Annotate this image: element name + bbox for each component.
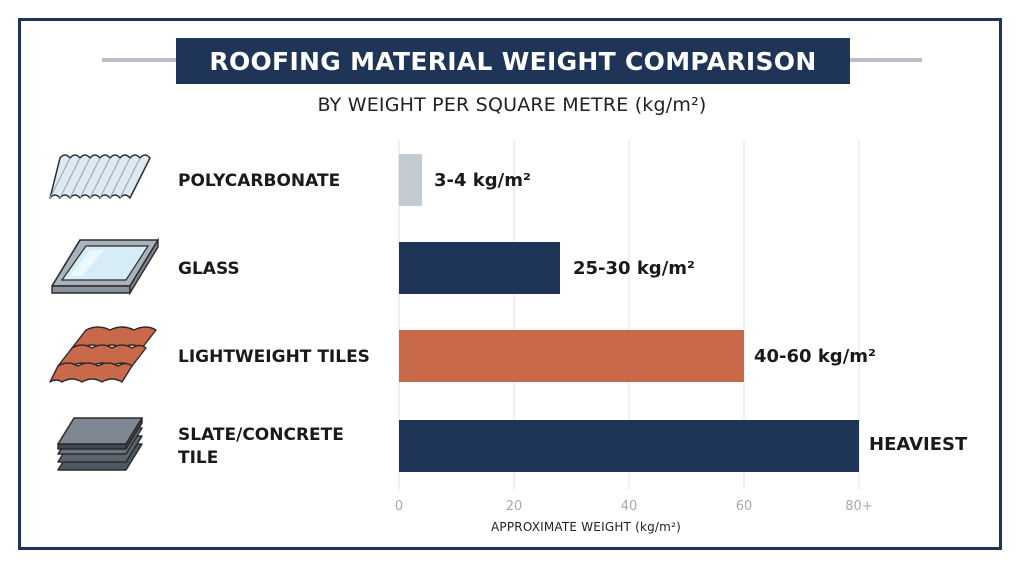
value-label-polycarbonate: 3-4 kg/m² <box>434 170 531 191</box>
bar-polycarbonate <box>399 154 422 206</box>
value-label-slate-concrete: HEAVIEST <box>869 434 967 455</box>
x-axis-title: APPROXIMATE WEIGHT (kg/m²) <box>400 520 772 534</box>
bar-glass <box>399 242 560 294</box>
x-tick-label: 60 <box>736 499 753 514</box>
x-tick-label: 0 <box>395 499 403 514</box>
value-label-glass: 25-30 kg/m² <box>573 258 695 279</box>
x-tick-label: 40 <box>621 499 638 514</box>
value-label-lightweight-tiles: 40-60 kg/m² <box>754 346 876 367</box>
bar-lightweight-tiles <box>399 330 744 382</box>
x-tick-label: 20 <box>506 499 523 514</box>
bar-slate-concrete-tile <box>399 420 859 472</box>
x-tick-label: 80+ <box>845 499 872 514</box>
